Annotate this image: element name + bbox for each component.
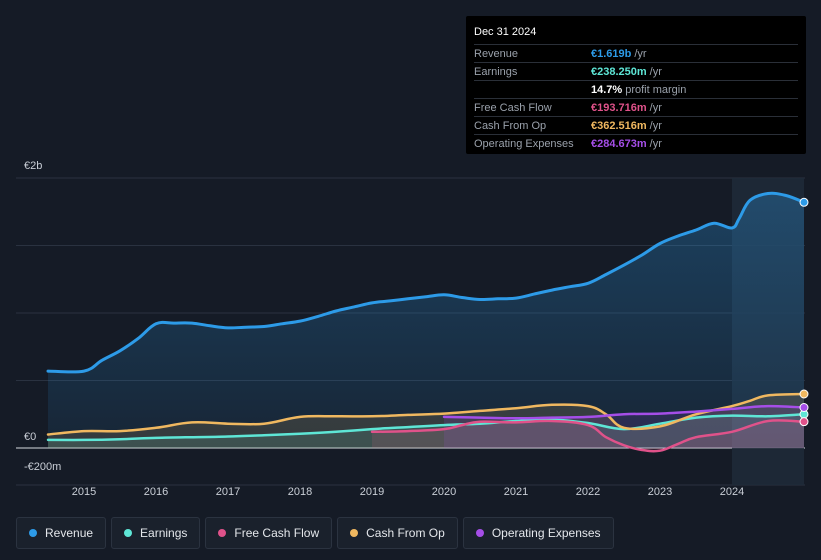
legend-item-free-cash-flow[interactable]: Free Cash Flow [205, 517, 333, 549]
cash-from-op-line [46, 392, 806, 436]
chart-area: €2b €0 -€200m 2015 2016 2017 2018 2019 2020 2021… [16, 160, 809, 498]
legend-item-operating-expenses[interactable]: Operating Expenses [462, 517, 614, 549]
legend-label: Operating Expenses [491, 526, 601, 540]
tooltip-value: €1.619b [591, 47, 632, 60]
x-tick-label: 2016 [144, 486, 168, 498]
tooltip-date: Dec 31 2024 [474, 26, 537, 38]
data-tooltip: Dec 31 2024 Revenue €1.619b/yr Earnings €23… [466, 16, 806, 154]
tooltip-label: Free Cash Flow [474, 101, 552, 114]
legend-dot-icon [29, 529, 37, 537]
legend-item-earnings[interactable]: Earnings [111, 517, 201, 549]
tooltip-row: Operating Expenses €284.673m/yr [474, 134, 798, 152]
x-tick-label: 2021 [504, 486, 528, 498]
legend-dot-icon [350, 529, 359, 537]
x-tick-label: 2019 [360, 486, 384, 498]
tooltip-value: 14.7% [591, 83, 623, 96]
tooltip-unit: /yr [649, 65, 662, 78]
series-end-dots [799, 197, 809, 427]
y-tick-label: -€200m [24, 461, 61, 473]
tooltip-row: Cash From Op €362.516m/yr [474, 116, 798, 134]
operating-expenses-line [442, 404, 806, 420]
operating-expenses-end-dot [799, 403, 809, 412]
x-tick-label: 2023 [648, 486, 672, 498]
tooltip-unit: profit margin [625, 83, 687, 96]
x-tick-label: 2022 [576, 486, 600, 498]
y-tick-label: €2b [24, 160, 42, 172]
revenue-area [48, 193, 804, 448]
tooltip-value: €284.673m [591, 137, 647, 150]
x-tick-label: 2020 [432, 486, 456, 498]
x-tick-label: 2018 [288, 486, 312, 498]
legend-label: Free Cash Flow [234, 526, 320, 540]
legend-dot-icon [218, 529, 227, 537]
tooltip-row: Free Cash Flow €193.716m/yr [474, 98, 798, 116]
tooltip-value: €193.716m [591, 101, 647, 114]
x-axis-ticks: 2015 2016 2017 2018 2019 2020 2021 2022 2023 2024 [72, 486, 744, 498]
revenue-end-dot [799, 197, 809, 207]
x-tick-label: 2024 [720, 486, 744, 498]
tooltip-label: Cash From Op [474, 119, 547, 132]
tooltip-row: 14.7% profit margin [474, 80, 798, 98]
revenue-line [46, 191, 806, 374]
tooltip-label: Earnings [474, 65, 518, 78]
tooltip-unit: /yr [649, 137, 662, 150]
cash-from-op-area [48, 394, 804, 448]
legend-label: Cash From Op [366, 526, 445, 540]
tooltip-value: €238.250m [591, 65, 647, 78]
tooltip-label: Operating Expenses [474, 137, 574, 150]
tooltip-row: Earnings €238.250m/yr [474, 62, 798, 80]
y-tick-label: €0 [24, 431, 36, 443]
tooltip-value: €362.516m [591, 119, 647, 132]
free-cash-flow-end-dot [799, 417, 809, 427]
tooltip-row: Revenue €1.619b/yr [474, 44, 798, 62]
tooltip-unit: /yr [649, 119, 662, 132]
legend-label: Revenue [45, 526, 94, 540]
legend-item-cash-from-op[interactable]: Cash From Op [337, 517, 458, 549]
x-tick-label: 2015 [72, 486, 96, 498]
y-axis-ticks: €2b €0 -€200m [24, 160, 61, 473]
tooltip-label: Revenue [474, 47, 519, 60]
series-lines [46, 191, 806, 453]
free-cash-flow-area [372, 420, 804, 452]
cash-from-op-end-dot [799, 389, 809, 399]
tooltip-unit: /yr [649, 101, 662, 114]
legend-item-revenue[interactable]: Revenue [16, 517, 107, 549]
free-cash-flow-line [370, 419, 806, 453]
legend: Revenue Earnings Free Cash Flow Cash From O… [16, 517, 614, 549]
x-tick-label: 2017 [216, 486, 240, 498]
legend-label: Earnings [140, 526, 188, 540]
legend-dot-icon [475, 529, 484, 537]
legend-dot-icon [124, 529, 133, 537]
tooltip-unit: /yr [634, 47, 647, 60]
